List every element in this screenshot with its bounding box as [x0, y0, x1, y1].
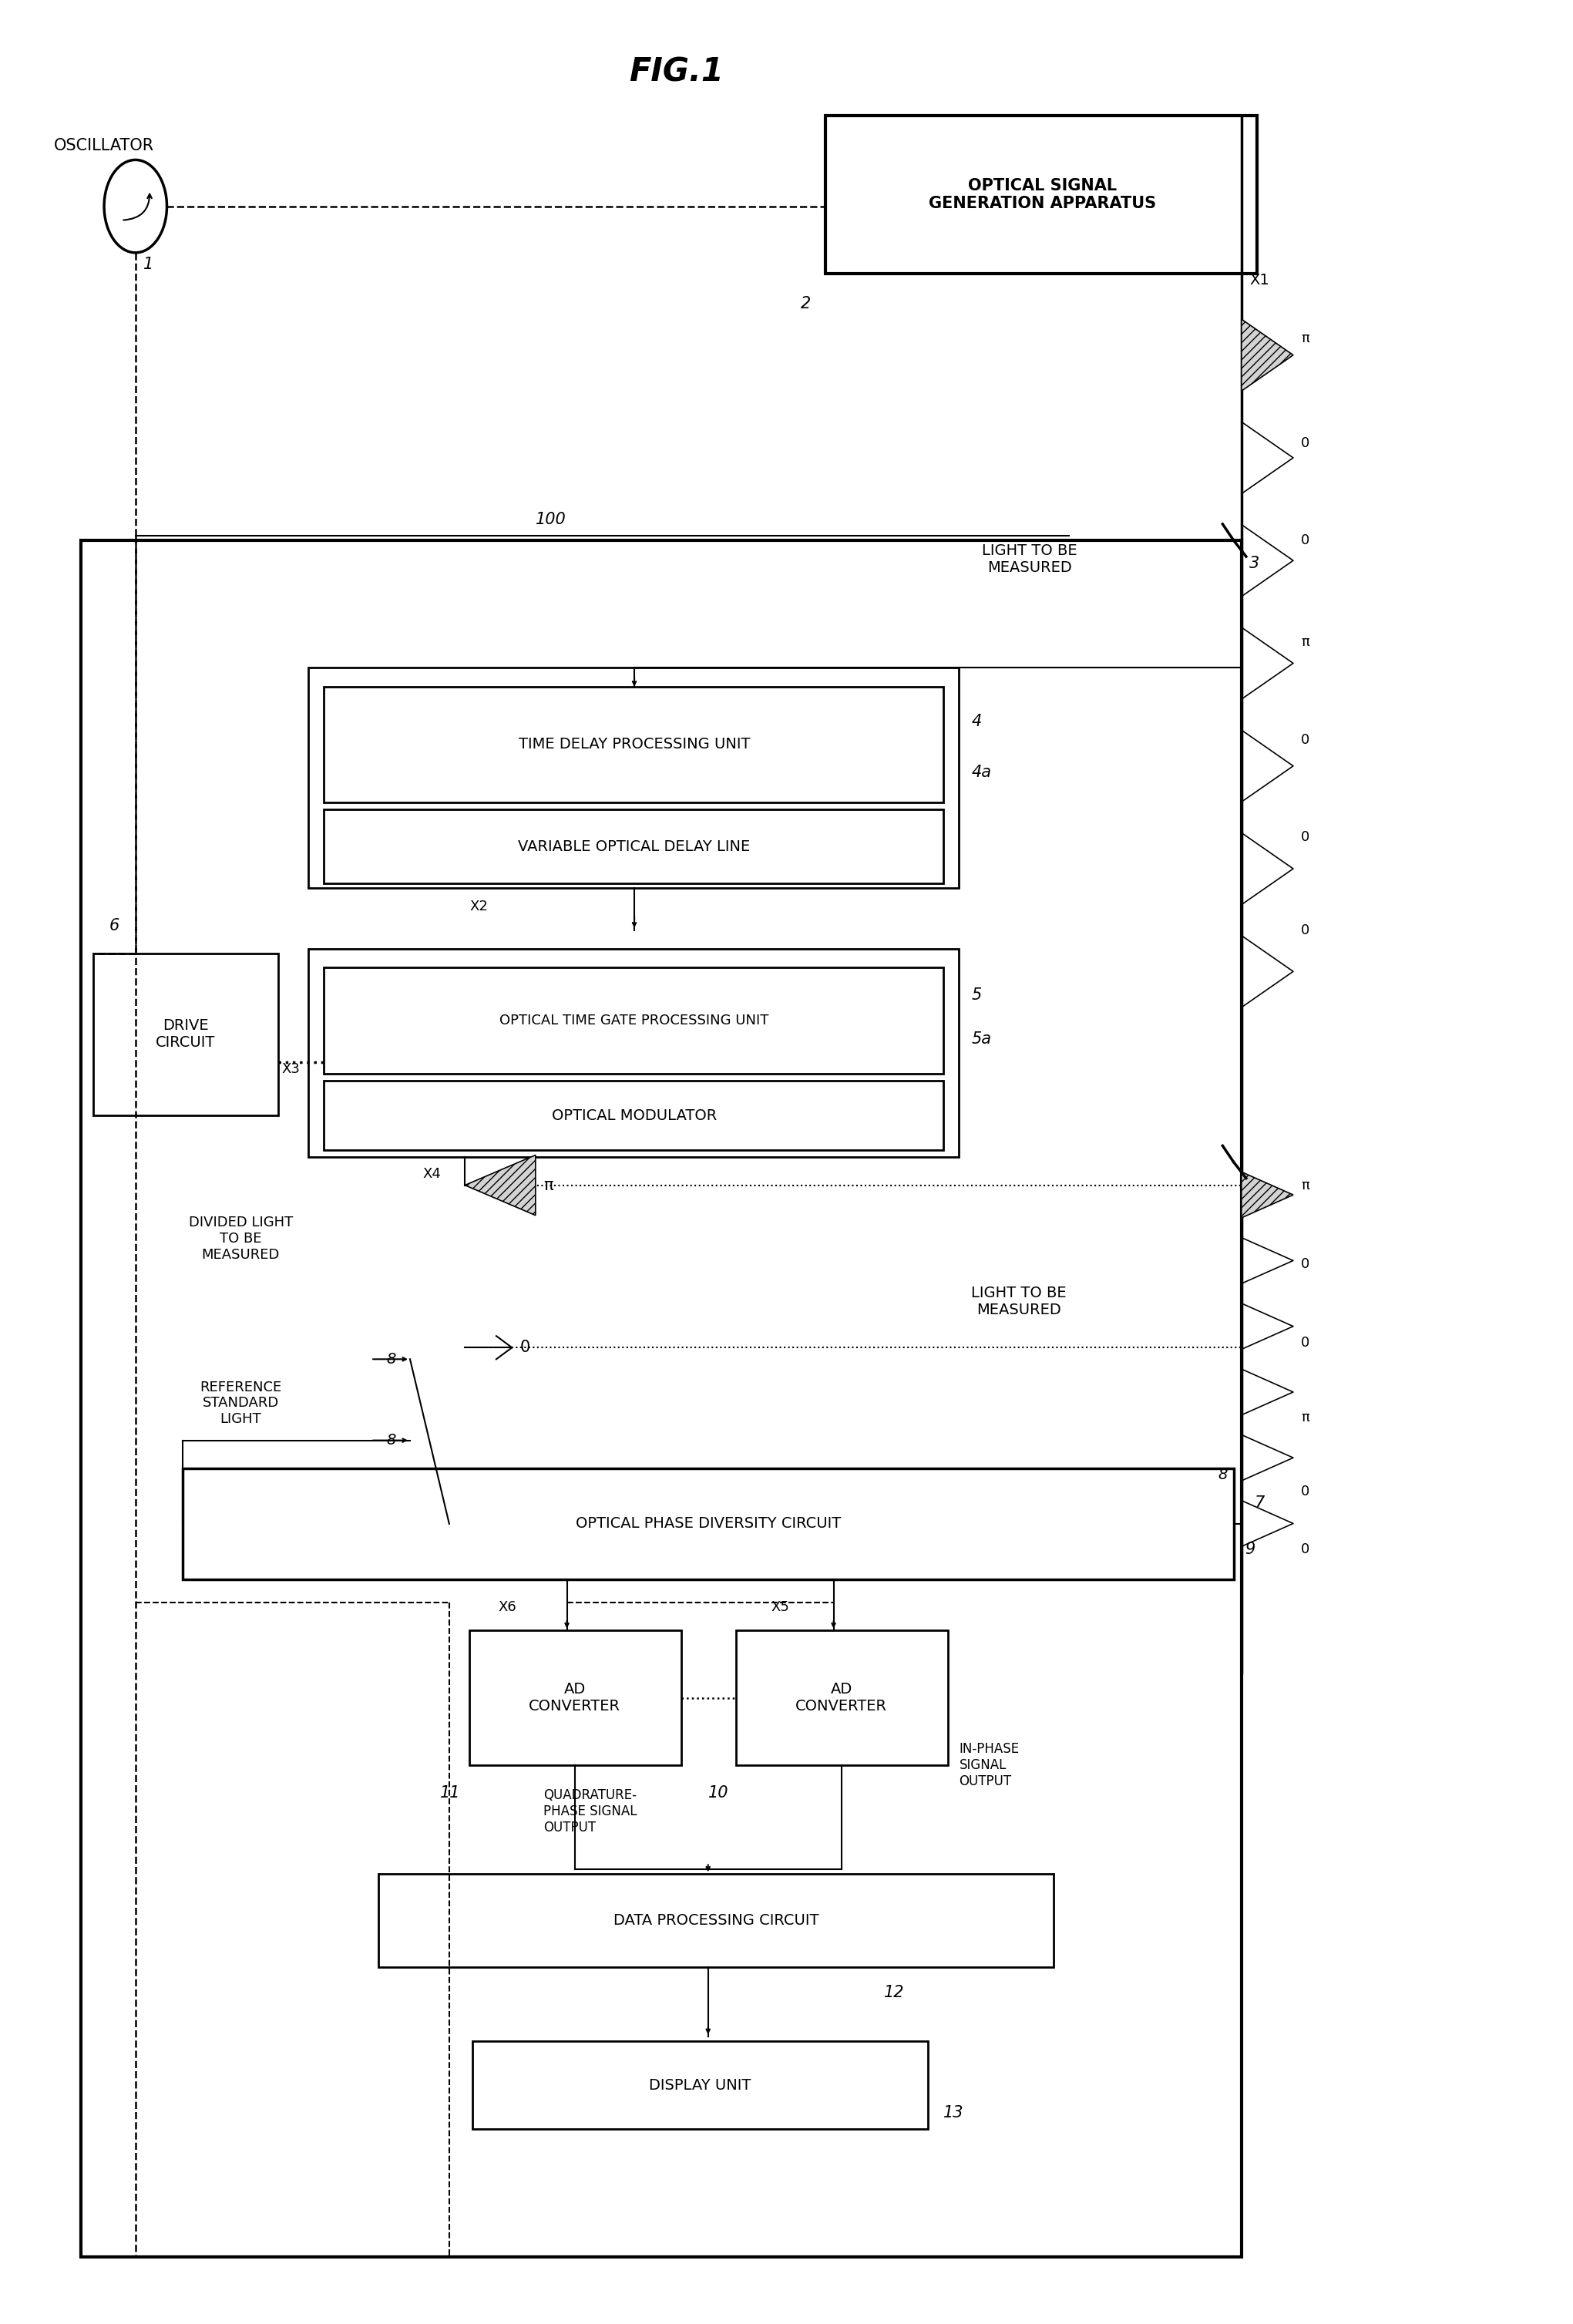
Bar [324, 1081, 944, 1150]
Bar [324, 809, 944, 883]
Text: DISPLAY UNIT: DISPLAY UNIT [650, 2078, 752, 2092]
Text: QUADRATURE-
PHASE SIGNAL
OUTPUT: QUADRATURE- PHASE SIGNAL OUTPUT [543, 1789, 637, 1834]
Text: DRIVE
CIRCUIT: DRIVE CIRCUIT [156, 1018, 216, 1050]
Text: 4a: 4a [972, 765, 991, 781]
Text: 0: 0 [1301, 923, 1310, 937]
Text: DIVIDED LIGHT
TO BE
MEASURED: DIVIDED LIGHT TO BE MEASURED [189, 1215, 293, 1262]
Text: 5: 5 [972, 988, 982, 1002]
Text: 9: 9 [1244, 1541, 1255, 1557]
Text: LIGHT TO BE
MEASURED: LIGHT TO BE MEASURED [982, 544, 1078, 574]
Text: 13: 13 [944, 2106, 964, 2122]
Text: 8: 8 [1218, 1469, 1227, 1483]
Text: AD
CONVERTER: AD CONVERTER [529, 1683, 621, 1713]
Text: 0: 0 [1301, 1257, 1310, 1271]
Text: OSCILLATOR: OSCILLATOR [53, 137, 154, 153]
Text: 6: 6 [109, 918, 120, 934]
Bar [324, 686, 944, 802]
Bar [470, 1631, 681, 1766]
Text: 7: 7 [1254, 1494, 1265, 1511]
Text: VARIABLE OPTICAL DELAY LINE: VARIABLE OPTICAL DELAY LINE [518, 839, 750, 853]
Text: π: π [1301, 634, 1309, 648]
Text: 10: 10 [708, 1785, 728, 1801]
Text: 0: 0 [519, 1341, 530, 1355]
Text: π: π [1301, 1178, 1309, 1192]
Bar [736, 1631, 949, 1766]
Text: 5a: 5a [972, 1032, 991, 1046]
Text: 11: 11 [440, 1785, 461, 1801]
Text: AD
CONVERTER: AD CONVERTER [796, 1683, 887, 1713]
Bar [308, 948, 960, 1157]
Text: 3: 3 [1249, 555, 1260, 572]
Text: 100: 100 [535, 511, 566, 528]
Bar [379, 1873, 1054, 1966]
Text: π: π [1301, 1411, 1309, 1425]
Bar [80, 539, 1241, 2257]
Text: DATA PROCESSING CIRCUIT: DATA PROCESSING CIRCUIT [613, 1913, 818, 1929]
Text: OPTICAL TIME GATE PROCESSING UNIT: OPTICAL TIME GATE PROCESSING UNIT [500, 1013, 769, 1027]
Bar [308, 667, 960, 888]
Text: 0: 0 [1301, 535, 1310, 546]
Text: 12: 12 [884, 1985, 904, 2001]
Text: FIG.1: FIG.1 [629, 56, 724, 88]
Text: 0: 0 [1301, 437, 1310, 451]
Text: 8: 8 [387, 1434, 396, 1448]
Bar [324, 967, 944, 1074]
Text: 4: 4 [972, 713, 982, 730]
Text: 1: 1 [143, 256, 154, 272]
Text: π: π [543, 1178, 554, 1192]
Text: X1: X1 [1249, 274, 1269, 288]
Bar [473, 2040, 928, 2129]
Polygon shape [1241, 1171, 1293, 1218]
Bar [182, 1469, 1233, 1580]
Text: 0: 0 [1301, 1336, 1310, 1350]
Text: OPTICAL MODULATOR: OPTICAL MODULATOR [552, 1109, 717, 1122]
Text: OPTICAL PHASE DIVERSITY CIRCUIT: OPTICAL PHASE DIVERSITY CIRCUIT [576, 1518, 840, 1532]
Text: 0: 0 [1301, 830, 1310, 844]
Text: REFERENCE
STANDARD
LIGHT: REFERENCE STANDARD LIGHT [200, 1380, 282, 1427]
Text: 8: 8 [387, 1353, 396, 1367]
Text: IN-PHASE
SIGNAL
OUTPUT: IN-PHASE SIGNAL OUTPUT [960, 1743, 1019, 1787]
Text: X4: X4 [423, 1167, 440, 1181]
Text: X3: X3 [282, 1062, 300, 1076]
Text: X5: X5 [771, 1601, 790, 1615]
Text: 0: 0 [1301, 1485, 1310, 1499]
Text: OPTICAL SIGNAL
GENERATION APPARATUS: OPTICAL SIGNAL GENERATION APPARATUS [928, 179, 1156, 211]
Text: TIME DELAY PROCESSING UNIT: TIME DELAY PROCESSING UNIT [519, 737, 750, 751]
Text: π: π [1301, 332, 1309, 346]
Text: 0: 0 [1301, 1543, 1310, 1557]
Text: LIGHT TO BE
MEASURED: LIGHT TO BE MEASURED [971, 1285, 1066, 1318]
Polygon shape [466, 1155, 535, 1215]
Text: X2: X2 [470, 899, 488, 913]
Bar [826, 116, 1257, 274]
Text: X6: X6 [499, 1601, 516, 1615]
Text: 2: 2 [801, 295, 810, 311]
Bar [93, 953, 278, 1116]
Text: 0: 0 [1301, 732, 1310, 746]
Polygon shape [1241, 318, 1293, 390]
